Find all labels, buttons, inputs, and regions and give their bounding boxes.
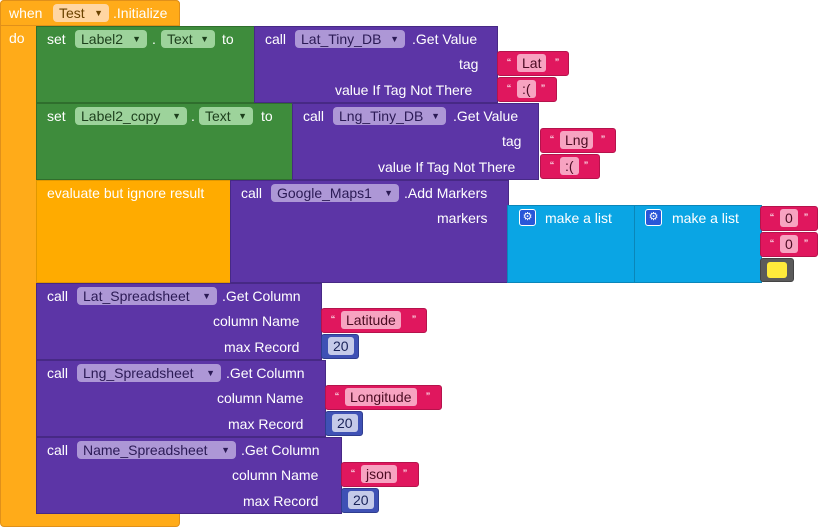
quote-open: “ [507, 82, 511, 96]
gear-icon[interactable]: ⚙ [519, 209, 536, 226]
set1-tag-label: tag [459, 56, 479, 72]
dropdown-arrow-icon: ▼ [94, 8, 103, 18]
set1-call-label: call [265, 31, 287, 47]
yellow-color-swatch[interactable] [767, 262, 787, 278]
quote-open: “ [335, 390, 339, 404]
getcol2-method: .Get Column [226, 365, 305, 381]
list-item2-value[interactable]: 0 [780, 235, 798, 253]
make-list-inner-label: make a list [672, 210, 739, 226]
set2-default-value[interactable]: :( [560, 157, 579, 175]
dropdown-arrow-icon: ▼ [202, 291, 211, 301]
getcol3-component-dropdown[interactable]: Name_Spreadsheet ▼ [77, 441, 236, 459]
getcol2-column-label: column Name [217, 390, 304, 406]
quote-close: ” [403, 467, 407, 481]
quote-open: “ [507, 56, 511, 70]
quote-open: “ [351, 467, 355, 481]
quote-close: ” [584, 159, 588, 173]
getcol3-column-label: column Name [232, 467, 319, 483]
dropdown-arrow-icon: ▼ [206, 368, 215, 378]
getcol3-call-label: call [47, 442, 69, 458]
markers-label: markers [437, 210, 488, 226]
make-list-outer-label: make a list [545, 210, 612, 226]
set1-tag-value[interactable]: Lat [517, 54, 547, 72]
dropdown-arrow-icon: ▼ [221, 445, 230, 455]
set2-tag-value[interactable]: Lng [560, 131, 594, 149]
dropdown-arrow-icon: ▼ [384, 188, 393, 198]
evaluate-label: evaluate but ignore result [47, 185, 205, 201]
set1-method: .Get Value [412, 31, 478, 47]
quote-open: “ [331, 313, 335, 327]
set1-default-label: value If Tag Not There [335, 82, 473, 98]
getcol1-column-value[interactable]: Latitude [341, 311, 401, 329]
getcol1-max-label: max Record [224, 339, 300, 355]
evaluate-call-component-dropdown[interactable]: Google_Maps1 ▼ [271, 184, 399, 202]
set1-dot: . [152, 31, 156, 47]
make-list-outer-block[interactable] [507, 205, 637, 283]
set2-dot: . [191, 108, 195, 124]
dropdown-arrow-icon: ▼ [200, 34, 209, 44]
getcol3-max-label: max Record [243, 493, 319, 509]
list-item1-value[interactable]: 0 [780, 209, 798, 227]
set2-call-component-dropdown[interactable]: Lng_Tiny_DB ▼ [333, 107, 446, 125]
gear-icon[interactable]: ⚙ [645, 209, 662, 226]
quote-close: ” [601, 133, 605, 147]
evaluate-call-label: call [241, 185, 263, 201]
set2-call-label: call [303, 108, 325, 124]
dropdown-arrow-icon: ▼ [431, 111, 440, 121]
quote-open: “ [550, 133, 554, 147]
getcol1-max-value[interactable]: 20 [328, 337, 354, 355]
getcol2-call-label: call [47, 365, 69, 381]
when-label: when [9, 5, 43, 21]
dropdown-arrow-icon: ▼ [132, 34, 141, 44]
getcol3-column-value[interactable]: json [361, 465, 397, 483]
do-label: do [9, 30, 25, 46]
getcol2-component-dropdown[interactable]: Lng_Spreadsheet ▼ [77, 364, 221, 382]
set1-call-component-dropdown[interactable]: Lat_Tiny_DB ▼ [295, 30, 405, 48]
dropdown-arrow-icon: ▼ [172, 111, 181, 121]
getcol1-call-label: call [47, 288, 69, 304]
dropdown-arrow-icon: ▼ [238, 111, 247, 121]
set1-component-dropdown[interactable]: Label2 ▼ [75, 30, 147, 48]
getcol2-max-label: max Record [228, 416, 304, 432]
quote-open: “ [770, 237, 774, 251]
getcol1-column-label: column Name [213, 313, 300, 329]
set1-set-label: set [47, 31, 66, 47]
getcol2-column-value[interactable]: Longitude [345, 388, 417, 406]
set2-component-dropdown[interactable]: Label2_copy ▼ [75, 107, 187, 125]
quote-close: ” [426, 390, 430, 404]
quote-open: “ [770, 211, 774, 225]
quote-open: “ [550, 159, 554, 173]
set1-to-label: to [222, 31, 234, 47]
event-name: .Initialize [113, 5, 168, 21]
set2-set-label: set [47, 108, 66, 124]
quote-close: ” [804, 237, 808, 251]
quote-close: ” [804, 211, 808, 225]
getcol1-method: .Get Column [222, 288, 301, 304]
dropdown-arrow-icon: ▼ [390, 34, 399, 44]
set2-tag-label: tag [502, 133, 522, 149]
set2-property-dropdown[interactable]: Text ▼ [199, 107, 253, 125]
quote-close: ” [541, 82, 545, 96]
getcol1-component-dropdown[interactable]: Lat_Spreadsheet ▼ [77, 287, 217, 305]
set2-to-label: to [261, 108, 273, 124]
quote-close: ” [555, 56, 559, 70]
getcol2-max-value[interactable]: 20 [332, 414, 358, 432]
evaluate-method: .Add Markers [404, 185, 488, 201]
set2-method: .Get Value [453, 108, 519, 124]
getcol3-method: .Get Column [241, 442, 320, 458]
evaluate-ignore-block[interactable] [36, 180, 232, 283]
event-component-dropdown[interactable]: Test ▼ [53, 4, 109, 22]
set2-default-label: value If Tag Not There [378, 159, 516, 175]
quote-close: ” [412, 313, 416, 327]
set1-default-value[interactable]: :( [517, 80, 536, 98]
set1-property-dropdown[interactable]: Text ▼ [161, 30, 215, 48]
getcol3-max-value[interactable]: 20 [348, 491, 374, 509]
